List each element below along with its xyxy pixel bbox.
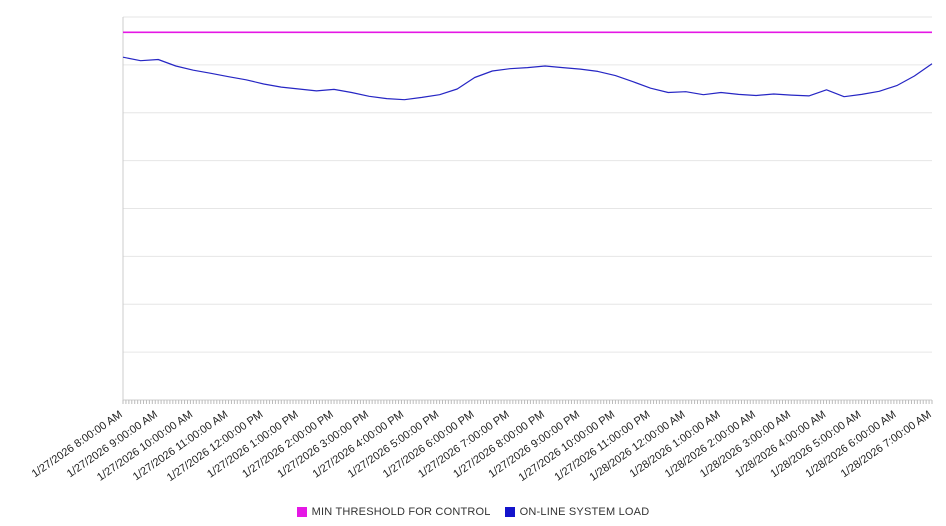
legend-label-min-threshold: MIN THRESHOLD FOR CONTROL <box>311 506 491 518</box>
legend-item-min-threshold: MIN THRESHOLD FOR CONTROL <box>296 506 491 518</box>
legend-label-system-load: ON-LINE SYSTEM LOAD <box>519 506 650 518</box>
legend-swatch-min-threshold <box>296 507 307 517</box>
chart-legend: MIN THRESHOLD FOR CONTROL ON-LINE SYSTEM… <box>0 506 946 518</box>
system-load-line <box>122 56 933 101</box>
legend-item-system-load: ON-LINE SYSTEM LOAD <box>504 506 650 518</box>
line-chart: 1/27/2026 8:00:00 AM1/27/2026 9:00:00 AM… <box>30 16 934 484</box>
legend-swatch-system-load <box>504 507 515 517</box>
